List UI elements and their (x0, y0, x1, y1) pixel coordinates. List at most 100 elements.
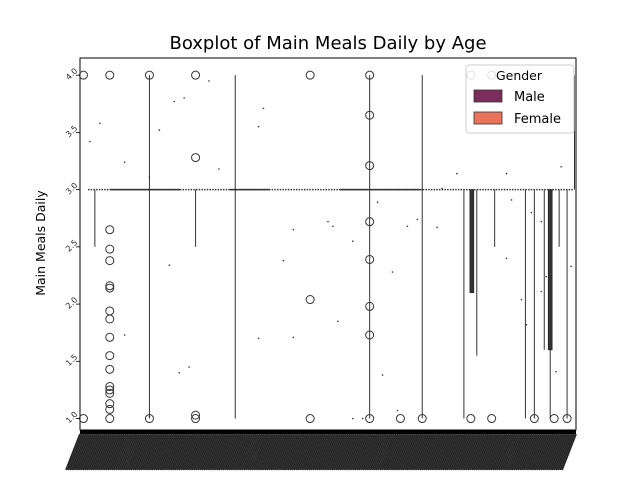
x-tick-label (95, 433, 112, 471)
x-tick-label (201, 433, 217, 471)
x-tick-label (88, 433, 104, 471)
x-tick-label (402, 433, 418, 471)
x-tick-label (80, 433, 97, 471)
x-tick-label (413, 433, 430, 471)
x-tick-label (197, 433, 213, 471)
x-tick-label (296, 433, 313, 471)
data-point (158, 129, 161, 131)
x-tick-label (124, 433, 141, 471)
x-tick-label (134, 433, 150, 471)
x-tick-label (149, 433, 166, 471)
x-tick-label (417, 433, 434, 471)
outlier (365, 161, 375, 171)
chart-title: Boxplot of Main Meals Daily by Age (169, 33, 486, 54)
x-tick-label (224, 433, 240, 471)
outlier (487, 414, 497, 424)
outlier (305, 414, 315, 424)
x-tick-label (373, 433, 390, 471)
x-tick-label (273, 433, 290, 471)
x-tick-label (214, 433, 231, 471)
x-tick-label (392, 433, 409, 471)
outlier (365, 330, 375, 340)
data-point (540, 290, 543, 293)
x-tick-label (203, 433, 219, 471)
x-tick-label (212, 433, 229, 471)
x-tick-label (285, 433, 302, 471)
data-point (520, 298, 523, 301)
x-tick-label (538, 433, 554, 471)
x-tick-label (474, 433, 491, 471)
x-tick-label (314, 433, 330, 471)
x-tick-label (542, 433, 558, 471)
x-tick-label (486, 433, 503, 471)
x-tick-label (93, 433, 110, 471)
x-tick-label (327, 433, 344, 471)
x-tick-label (227, 433, 244, 471)
x-tick-label (130, 433, 146, 471)
x-tick-label (407, 433, 424, 471)
x-tick-label (363, 433, 380, 471)
x-tick-label (206, 433, 223, 471)
x-tick-label (530, 433, 547, 471)
outlier (365, 70, 375, 80)
x-tick-band (80, 430, 576, 434)
x-tick-label (465, 433, 482, 471)
x-tick-label (226, 433, 242, 471)
x-tick-label (484, 433, 501, 471)
x-tick-label (406, 433, 422, 471)
outlier (191, 70, 201, 80)
x-tick-label (317, 433, 334, 471)
x-tick-label (501, 433, 518, 471)
x-tick-label (291, 433, 307, 471)
data-point (352, 240, 354, 242)
x-tick-label (132, 433, 148, 471)
x-tick-label (101, 433, 118, 471)
x-tick-label (164, 433, 181, 471)
x-tick-label (411, 433, 428, 471)
outlier (365, 110, 375, 120)
outlier (105, 399, 115, 409)
x-tick-label (339, 433, 355, 471)
x-tick-label (271, 433, 288, 471)
outlier (191, 153, 201, 163)
x-tick-label (444, 433, 461, 471)
data-point (173, 100, 176, 103)
data-point (352, 417, 354, 420)
x-tick-label (354, 433, 371, 471)
x-tick-label (84, 433, 100, 471)
x-tick-label (333, 433, 349, 471)
x-tick-label (453, 433, 470, 471)
outlier (105, 388, 115, 398)
x-tick-label (120, 433, 137, 471)
x-tick-label (151, 433, 168, 471)
x-tick-label (72, 433, 89, 471)
outlier (144, 414, 154, 424)
outlier (105, 332, 115, 342)
x-tick-label (557, 433, 574, 471)
data-point (555, 370, 557, 373)
x-tick-label (361, 433, 378, 471)
data-point (218, 168, 220, 170)
data-point (99, 122, 101, 125)
x-tick-label (162, 433, 179, 471)
x-tick-label (289, 433, 305, 471)
x-tick-label (442, 433, 459, 471)
x-tick-label (507, 433, 524, 471)
data-point (540, 220, 543, 223)
x-tick-label (105, 433, 122, 471)
x-tick-label (128, 433, 145, 471)
data-point (178, 371, 180, 374)
x-tick-label (136, 433, 152, 471)
x-tick-label (427, 433, 443, 471)
outlier (105, 404, 115, 414)
x-tick-label (294, 433, 311, 471)
x-tick-label (461, 433, 478, 471)
x-tick-label (310, 433, 326, 471)
data-point (332, 225, 334, 228)
x-tick-label (545, 433, 562, 471)
data-point (282, 259, 285, 262)
x-tick-label (559, 433, 575, 471)
x-tick-label (331, 433, 348, 471)
outlier (466, 414, 476, 424)
x-tick-label (511, 433, 528, 471)
